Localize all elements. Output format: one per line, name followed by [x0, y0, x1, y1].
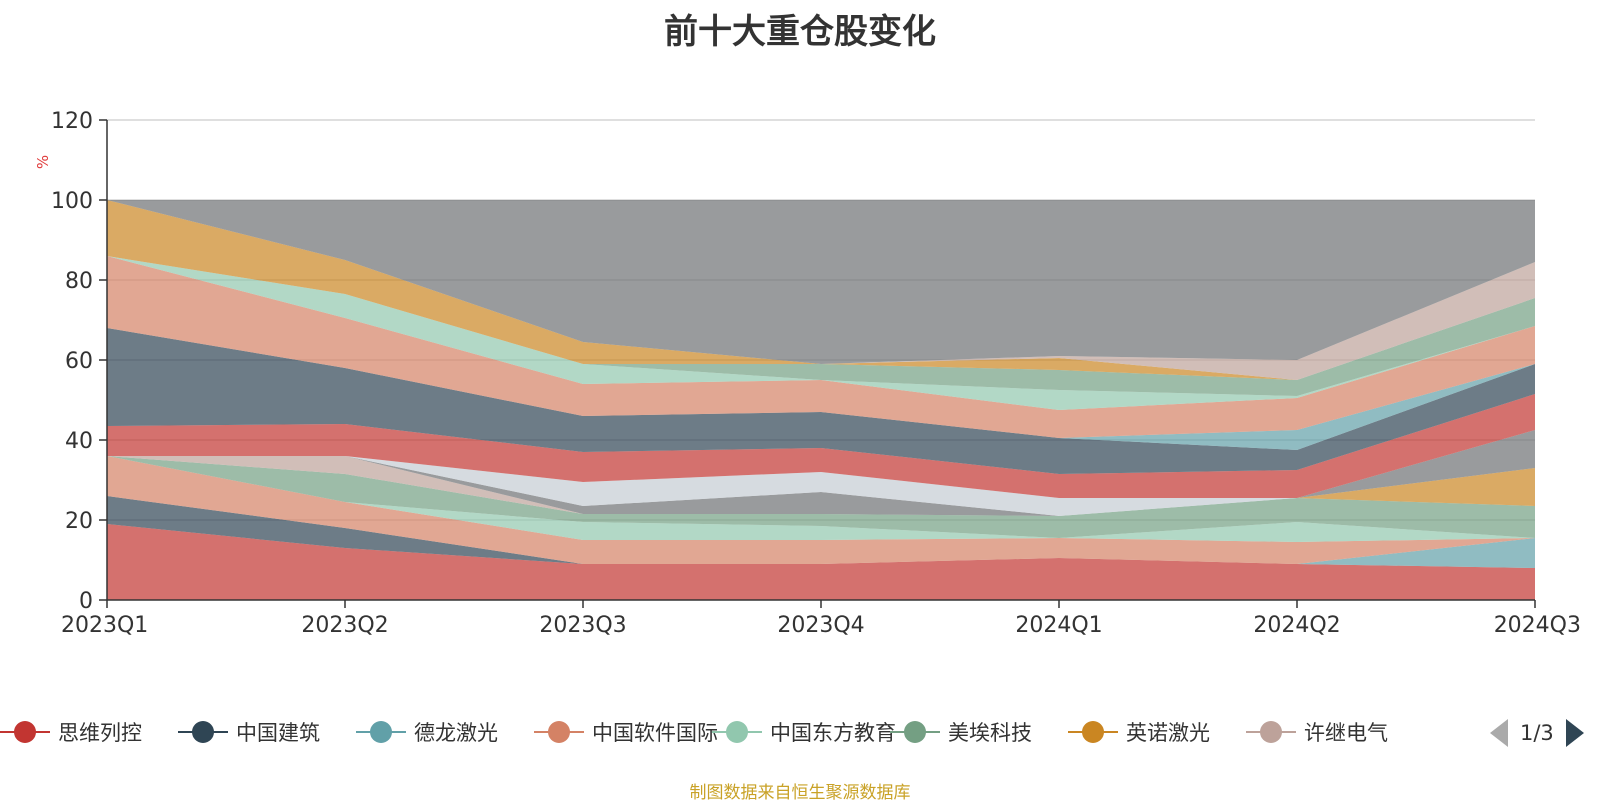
y-tick-label: 40: [65, 429, 93, 454]
legend-prev-arrow-icon[interactable]: [1490, 719, 1508, 747]
legend-item[interactable]: 美埃科技: [890, 712, 1032, 752]
x-tick-label: 2023Q2: [301, 613, 388, 638]
area-中国建筑[interactable]: [107, 328, 1535, 474]
legend-label: 德龙激光: [414, 721, 498, 745]
legend-label: 美埃科技: [948, 721, 1032, 745]
legend: 思维列控 中国建筑 德龙激光 中国软件国际 中国东方教育 美埃科技 英诺激光 许继电气: [0, 712, 1468, 752]
legend-label: 中国东方教育: [770, 721, 896, 745]
x-tick-label: 2023Q3: [539, 613, 626, 638]
legend-page-indicator: 1/3: [1520, 721, 1554, 745]
legend-pager: 1/3: [1490, 718, 1584, 748]
axes: 0 20 40 60 80 100 120 2023Q1 2023Q2 2023Q3 2023Q4 2…: [51, 109, 1581, 638]
y-tick-label: 80: [65, 269, 93, 294]
legend-marker-icon: [712, 712, 762, 752]
x-tick-label: 2024Q3: [1494, 613, 1581, 638]
stacked-areas: [107, 200, 1535, 600]
legend-item[interactable]: 德龙激光: [356, 712, 498, 752]
area-中国建筑[interactable]: [107, 496, 1535, 568]
legend-item[interactable]: 中国软件国际: [534, 712, 718, 752]
area-英诺激光[interactable]: [107, 200, 1535, 380]
legend-label: 中国建筑: [236, 721, 320, 745]
legend-label: 英诺激光: [1126, 721, 1210, 745]
legend-marker-icon: [0, 712, 50, 752]
legend-marker-icon: [890, 712, 940, 752]
legend-item[interactable]: 中国建筑: [178, 712, 320, 752]
legend-item[interactable]: 许继电气: [1246, 712, 1388, 752]
legend-marker-icon: [178, 712, 228, 752]
area-其他[interactable]: [107, 430, 1535, 516]
chart-title: 前十大重仓股变化: [664, 12, 936, 52]
x-tick-label: 2024Q2: [1253, 613, 1340, 638]
x-tick-label: 2023Q4: [777, 613, 864, 638]
area-美埃科技[interactable]: [107, 456, 1535, 538]
y-tick-label: 20: [65, 509, 93, 534]
area-其他[interactable]: [107, 430, 1535, 516]
legend-item[interactable]: 思维列控: [0, 712, 142, 752]
area-思维列控[interactable]: [107, 524, 1535, 600]
y-tick-label: 120: [51, 109, 93, 134]
legend-next-arrow-icon[interactable]: [1565, 719, 1584, 747]
legend-label: 思维列控: [58, 721, 142, 745]
area-其他[interactable]: [107, 200, 1535, 364]
legend-marker-icon: [356, 712, 406, 752]
area-美埃科技[interactable]: [107, 256, 1535, 396]
y-axis-unit: %: [34, 155, 52, 169]
legend-item[interactable]: 中国东方教育: [712, 712, 896, 752]
area-德龙激光[interactable]: [107, 496, 1535, 568]
legend-marker-icon: [1246, 712, 1296, 752]
legend-item[interactable]: 英诺激光: [1068, 712, 1210, 752]
x-tick-label: 2024Q1: [1015, 613, 1102, 638]
y-tick-label: 60: [65, 349, 93, 374]
y-tick-label: 0: [79, 589, 93, 614]
area-许继电气[interactable]: [107, 456, 1535, 516]
area-中国软件国际[interactable]: [107, 256, 1535, 438]
source-note: 制图数据来自恒生聚源数据库: [689, 783, 911, 803]
legend-marker-icon: [1068, 712, 1118, 752]
y-tick-label: 100: [51, 189, 93, 214]
area-中国东方教育[interactable]: [107, 456, 1535, 542]
legend-label: 中国软件国际: [592, 721, 718, 745]
area-中国软件国际[interactable]: [107, 456, 1535, 564]
legend-marker-icon: [534, 712, 584, 752]
x-tick-label: 2023Q1: [61, 613, 148, 638]
legend-label: 许继电气: [1304, 721, 1388, 745]
